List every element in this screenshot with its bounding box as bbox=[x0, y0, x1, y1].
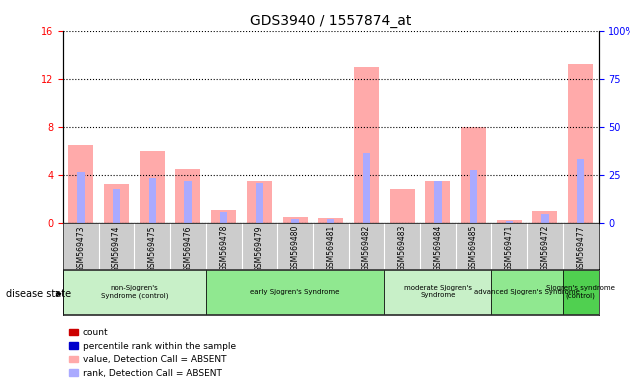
Bar bbox=[568, 65, 593, 223]
Text: GSM569477: GSM569477 bbox=[576, 225, 585, 271]
FancyBboxPatch shape bbox=[384, 270, 491, 314]
Title: GDS3940 / 1557874_at: GDS3940 / 1557874_at bbox=[250, 14, 411, 28]
Bar bbox=[327, 219, 335, 223]
Text: GSM569485: GSM569485 bbox=[469, 225, 478, 271]
Bar bbox=[113, 189, 120, 223]
Text: GSM569479: GSM569479 bbox=[255, 225, 264, 271]
Bar bbox=[140, 151, 164, 223]
Text: GSM569483: GSM569483 bbox=[398, 225, 406, 271]
Text: GSM569478: GSM569478 bbox=[219, 225, 228, 271]
Bar bbox=[318, 218, 343, 223]
Bar bbox=[77, 172, 84, 223]
Text: GSM569474: GSM569474 bbox=[112, 225, 121, 271]
Bar bbox=[577, 159, 585, 223]
Bar bbox=[354, 67, 379, 223]
Bar bbox=[104, 184, 129, 223]
Text: non-Sjogren's
Syndrome (control): non-Sjogren's Syndrome (control) bbox=[101, 285, 168, 299]
Bar bbox=[505, 221, 513, 223]
FancyBboxPatch shape bbox=[63, 270, 206, 314]
Bar bbox=[175, 169, 200, 223]
FancyArrowPatch shape bbox=[56, 291, 60, 296]
Text: GSM569484: GSM569484 bbox=[433, 225, 442, 271]
Text: moderate Sjogren's
Syndrome: moderate Sjogren's Syndrome bbox=[404, 285, 472, 298]
Text: GSM569475: GSM569475 bbox=[148, 225, 157, 271]
Bar bbox=[283, 217, 307, 223]
Text: advanced Sjogren's Syndrome: advanced Sjogren's Syndrome bbox=[474, 289, 580, 295]
Bar bbox=[425, 181, 450, 223]
Legend: count, percentile rank within the sample, value, Detection Call = ABSENT, rank, : count, percentile rank within the sample… bbox=[67, 326, 238, 379]
Text: Sjogren's syndrome (control): Sjogren's syndrome (control) bbox=[546, 285, 615, 299]
Text: early Sjogren's Syndrome: early Sjogren's Syndrome bbox=[250, 289, 340, 295]
Text: GSM569480: GSM569480 bbox=[290, 225, 299, 271]
Text: GSM569476: GSM569476 bbox=[183, 225, 192, 271]
Text: GSM569482: GSM569482 bbox=[362, 225, 371, 271]
Bar bbox=[247, 181, 272, 223]
Bar bbox=[184, 181, 192, 223]
Bar bbox=[470, 170, 478, 223]
Bar bbox=[149, 178, 156, 223]
Bar bbox=[220, 212, 227, 223]
Text: GSM569472: GSM569472 bbox=[541, 225, 549, 271]
Bar bbox=[532, 211, 558, 223]
Text: disease state: disease state bbox=[6, 289, 71, 299]
Bar bbox=[461, 127, 486, 223]
Bar bbox=[291, 219, 299, 223]
Bar bbox=[434, 181, 442, 223]
Text: GSM569471: GSM569471 bbox=[505, 225, 513, 271]
Bar bbox=[211, 210, 236, 223]
Text: GSM569473: GSM569473 bbox=[76, 225, 85, 271]
Bar bbox=[363, 153, 370, 223]
Text: GSM569481: GSM569481 bbox=[326, 225, 335, 271]
FancyBboxPatch shape bbox=[563, 270, 598, 314]
Bar bbox=[256, 183, 263, 223]
Bar bbox=[541, 214, 549, 223]
Bar bbox=[496, 220, 522, 223]
FancyBboxPatch shape bbox=[206, 270, 384, 314]
Bar bbox=[390, 189, 415, 223]
Bar bbox=[68, 145, 93, 223]
FancyBboxPatch shape bbox=[491, 270, 563, 314]
